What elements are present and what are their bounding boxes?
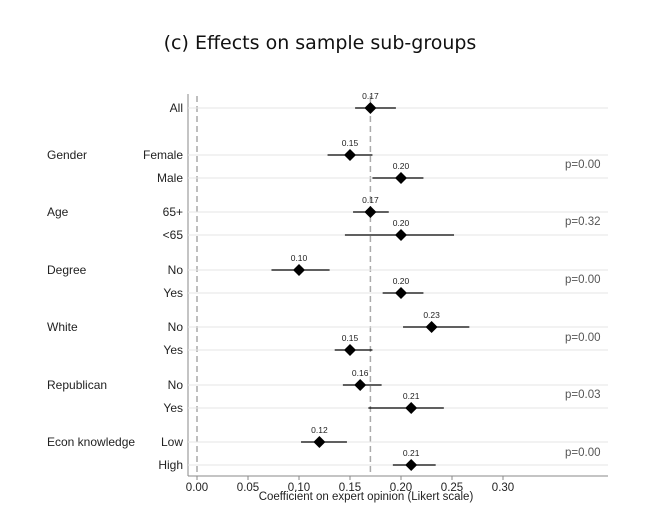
estimate-row: Degree No 0.10 [47,253,608,277]
estimate-row: Age 65+ 0.17 [47,195,608,219]
point-estimate-marker [395,287,407,299]
p-value-label: p=0.00 [565,274,601,286]
group-label: Republican [47,378,107,392]
row-label: No [168,263,184,277]
point-estimate-marker [313,436,326,448]
row-label: All [170,101,183,115]
estimate-rows: All 0.17 Gender Female 0.15 Male 0.20 Age 65+ 0.1… [47,91,608,472]
point-estimate-marker [344,149,356,161]
point-estimate-marker [344,344,356,356]
estimate-label: 0.20 [393,276,410,286]
estimate-label: 0.15 [342,333,359,343]
p-value-label: p=0.03 [565,389,601,401]
p-value-label: p=0.32 [565,216,601,228]
group-label: Gender [47,148,87,162]
point-estimate-marker [293,264,305,276]
estimate-label: 0.21 [403,391,420,401]
estimate-row: Male 0.20 [157,161,608,185]
row-label: 65+ [163,205,183,219]
estimate-row: Republican No 0.16 [47,368,608,392]
point-estimate-marker [395,172,407,184]
point-estimate-marker [364,206,377,218]
estimate-label: 0.12 [311,425,328,435]
point-estimate-marker [425,321,438,333]
x-tick-label: 0.30 [492,482,514,494]
x-axis-label: Coefficient on expert opinion (Likert sc… [259,491,474,503]
estimate-label: 0.20 [393,161,410,171]
x-tick-label: 0.10 [288,482,310,494]
x-tick-label: 0.05 [237,482,259,494]
p-value-label: p=0.00 [565,447,601,459]
estimate-label: 0.17 [362,195,379,205]
x-tick-label: 0.20 [390,482,412,494]
p-value-label: p=0.00 [565,159,601,171]
group-label: Age [47,205,69,219]
row-label: <65 [163,228,184,242]
estimate-row: Yes 0.15 [163,333,608,357]
row-label: Yes [163,286,183,300]
estimate-row: Yes 0.20 [163,276,608,300]
x-tick-label: 0.15 [339,482,361,494]
estimate-label: 0.16 [352,368,369,378]
row-label: Yes [163,401,183,415]
group-label: Econ knowledge [47,435,135,449]
estimate-label: 0.23 [423,310,440,320]
point-estimate-marker [364,102,377,114]
estimate-row: White No 0.23 [47,310,608,334]
row-label: No [168,320,184,334]
group-label: Degree [47,263,87,277]
row-label: Male [157,171,183,185]
estimate-label: 0.10 [291,253,308,263]
row-label: High [158,458,183,472]
p-value-label: p=0.00 [565,332,601,344]
x-tick-label: 0.00 [186,482,208,494]
estimate-label: 0.20 [393,218,410,228]
estimate-row: High 0.21 [158,448,608,472]
point-estimate-marker [405,459,418,471]
estimate-label: 0.21 [403,448,420,458]
p-values: p=0.00 p=0.32 p=0.00 p=0.00 p=0.03 p=0.00 [565,159,601,459]
estimate-row: All 0.17 [170,91,608,115]
estimate-row: Econ knowledge Low 0.12 [47,425,608,449]
point-estimate-marker [395,229,407,241]
estimate-row: Gender Female 0.15 [47,138,608,162]
row-label: Yes [163,343,183,357]
estimate-label: 0.15 [342,138,359,148]
point-estimate-marker [405,402,418,414]
estimate-label: 0.17 [362,91,379,101]
row-label: Female [143,148,183,162]
x-axis: 0.00 0.05 0.10 0.15 0.20 0.25 0.30 [186,475,608,494]
estimate-row: Yes 0.21 [163,391,608,415]
estimate-row: <65 0.20 [163,218,608,242]
group-label: White [47,320,78,334]
point-estimate-marker [354,379,367,391]
chart-title: (c) Effects on sample sub-groups [164,32,477,54]
row-label: No [168,378,184,392]
row-label: Low [161,435,183,449]
x-tick-label: 0.25 [441,482,463,494]
